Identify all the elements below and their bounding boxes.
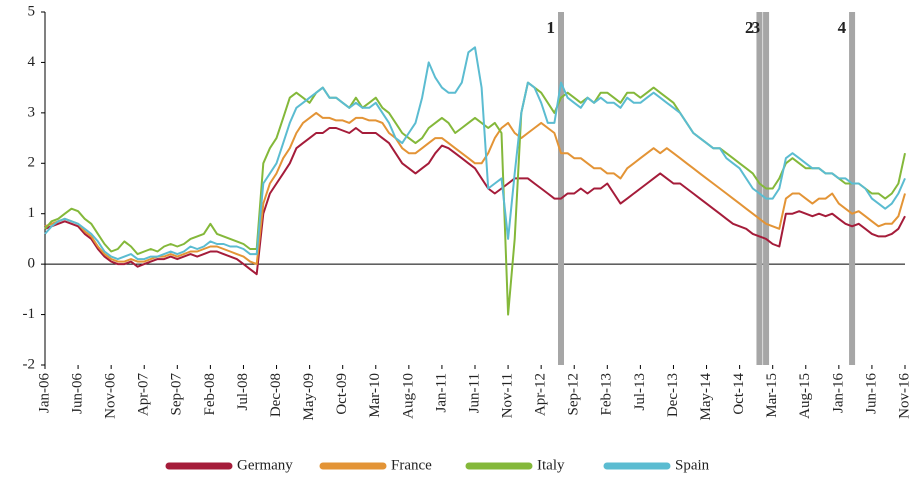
x-tick-label: May-14 [698,373,714,421]
legend-label: Italy [537,457,565,473]
x-tick-label: Apr-12 [533,373,549,416]
y-tick-label: -1 [23,306,36,322]
x-tick-label: Aug-15 [797,373,813,419]
y-tick-label: 1 [28,205,36,221]
x-tick-label: Mar-15 [764,373,780,418]
x-tick-label: Feb-08 [202,373,218,416]
x-tick-label: Mar-10 [367,373,383,418]
y-tick-label: 0 [28,256,36,272]
x-tick-label: Sep-12 [566,373,582,416]
event-label: 4 [838,18,847,37]
x-tick-label: Jan-16 [830,373,846,413]
event-label: 3 [752,18,761,37]
x-tick-label: Dec-08 [268,373,284,417]
event-label: 2 [745,18,754,37]
y-tick-label: -2 [23,356,36,372]
x-tick-label: Nov-11 [500,373,516,418]
legend-label: Germany [237,457,293,473]
event-bar [756,12,763,365]
x-tick-label: May-09 [301,373,317,421]
series-line [44,46,906,261]
legend-label: France [391,457,432,473]
x-tick-label: Oct-14 [731,373,747,415]
x-tick-label: Dec-13 [665,373,681,417]
x-tick-label: Jul-08 [235,373,251,411]
legend-label: Spain [675,457,710,473]
y-tick-label: 5 [28,3,36,19]
x-tick-label: Sep-07 [169,373,185,416]
series-line [44,127,906,276]
event-label: 1 [547,18,556,37]
y-tick-label: 2 [28,155,36,171]
x-tick-label: Jun-11 [466,373,482,413]
x-tick-label: Oct-09 [334,373,350,415]
event-bar [849,12,856,365]
series-line [44,81,906,316]
x-tick-label: Jun-16 [863,373,879,414]
x-tick-label: Jun-06 [70,373,86,414]
x-tick-label: Nov-16 [896,373,912,419]
y-tick-label: 3 [28,104,36,120]
x-tick-label: Apr-07 [136,373,152,417]
x-tick-label: Aug-10 [400,373,416,419]
x-tick-label: Nov-06 [103,373,119,419]
event-bar [558,12,564,365]
x-tick-label: Jul-13 [632,373,648,411]
y-tick-label: 4 [28,54,36,70]
series-line [44,111,906,266]
x-tick-label: Feb-13 [599,373,615,416]
x-tick-label: Jan-11 [433,373,449,412]
x-tick-label: Jan-06 [36,373,52,413]
